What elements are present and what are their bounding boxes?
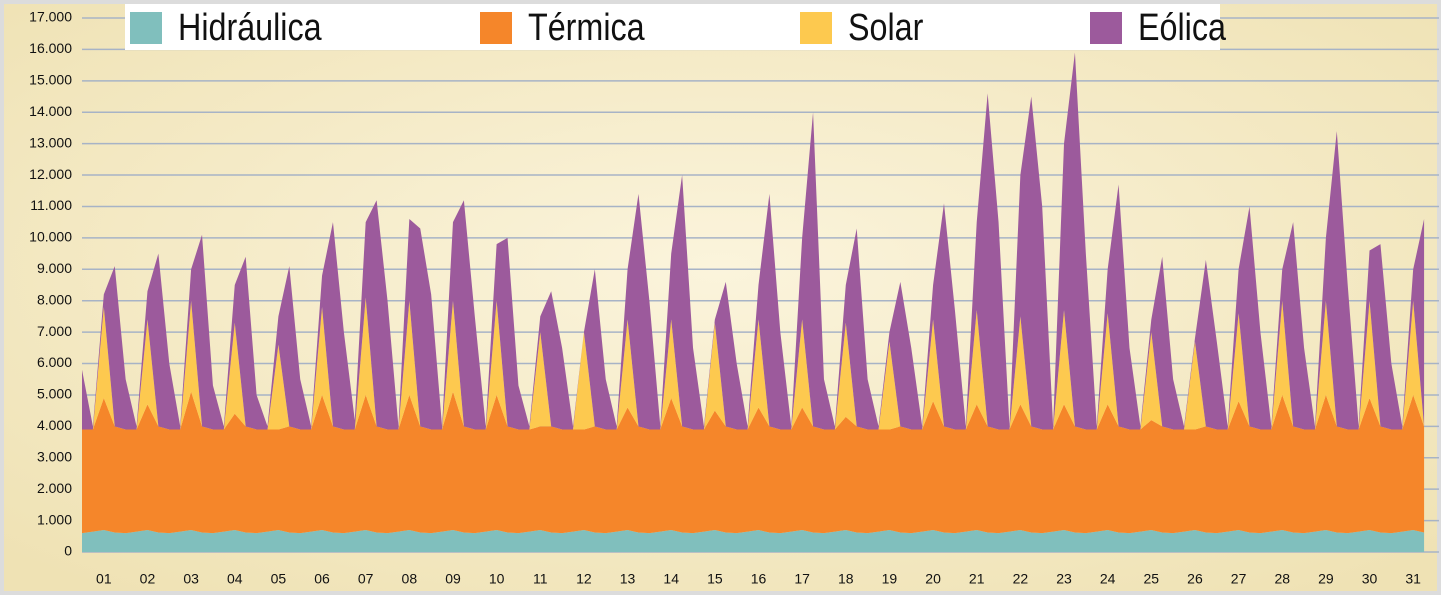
y-tick-label: 13.000: [29, 134, 72, 150]
x-tick-label: 29: [1318, 571, 1334, 587]
legend-swatch: [1090, 12, 1122, 44]
x-tick-label: 18: [838, 571, 854, 587]
x-tick-label: 24: [1100, 571, 1116, 587]
y-tick-label: 5.000: [37, 386, 72, 402]
x-tick-label: 13: [620, 571, 636, 587]
y-tick-label: 2.000: [37, 480, 72, 496]
legend-swatch: [130, 12, 162, 44]
x-tick-label: 22: [1013, 571, 1029, 587]
x-tick-label: 31: [1405, 571, 1421, 587]
area: [82, 391, 1425, 534]
x-tick-label: 03: [183, 571, 199, 587]
x-tick-label: 07: [358, 571, 374, 587]
legend-box: [125, 4, 1220, 50]
x-tick-label: 17: [794, 571, 810, 587]
legend-label: Térmica: [528, 7, 645, 49]
y-tick-label: 1.000: [37, 511, 72, 527]
x-tick-label: 04: [227, 571, 243, 587]
y-tick-label: 0: [64, 543, 72, 559]
x-tick-label: 06: [314, 571, 330, 587]
y-tick-label: 12.000: [29, 166, 72, 182]
y-tick-label: 3.000: [37, 448, 72, 464]
x-tick-label: 02: [140, 571, 156, 587]
y-tick-label: 4.000: [37, 417, 72, 433]
x-tick-label: 25: [1144, 571, 1160, 587]
x-tick-label: 23: [1056, 571, 1072, 587]
x-tick-label: 11: [533, 571, 548, 587]
y-tick-label: 16.000: [29, 40, 72, 56]
x-tick-label: 16: [751, 571, 767, 587]
area: [82, 530, 1425, 552]
y-tick-label: 8.000: [37, 291, 72, 307]
y-tick-label: 10.000: [29, 229, 72, 245]
x-tick-label: 30: [1362, 571, 1378, 587]
y-tick-label: 11.000: [30, 197, 72, 213]
x-tick-label: 27: [1231, 571, 1247, 587]
legend-swatch: [800, 12, 832, 44]
x-tick-label: 09: [445, 571, 461, 587]
y-tick-label: 15.000: [29, 72, 72, 88]
legend-label: Solar: [848, 7, 924, 49]
x-tick-label: 26: [1187, 571, 1203, 587]
x-tick-label: 28: [1274, 571, 1290, 587]
y-tick-label: 17.000: [29, 9, 72, 25]
x-tick-label: 05: [271, 571, 287, 587]
legend-label: Eólica: [1138, 7, 1226, 49]
area: [82, 52, 1425, 430]
y-tick-label: 14.000: [29, 103, 72, 119]
x-tick-label: 01: [96, 571, 112, 587]
legend-label: Hidráulica: [178, 7, 322, 49]
y-tick-label: 6.000: [37, 354, 72, 370]
x-tick-label: 14: [663, 571, 679, 587]
y-tick-label: 7.000: [37, 323, 72, 339]
legend-swatch: [480, 12, 512, 44]
y-tick-label: 9.000: [37, 260, 72, 276]
x-tick-label: 21: [969, 571, 985, 587]
x-tick-label: 19: [882, 571, 898, 587]
x-tick-label: 12: [576, 571, 592, 587]
x-tick-label: 10: [489, 571, 505, 587]
x-tick-label: 20: [925, 571, 941, 587]
x-tick-label: 15: [707, 571, 723, 587]
area: [82, 297, 1425, 430]
x-tick-label: 08: [402, 571, 418, 587]
